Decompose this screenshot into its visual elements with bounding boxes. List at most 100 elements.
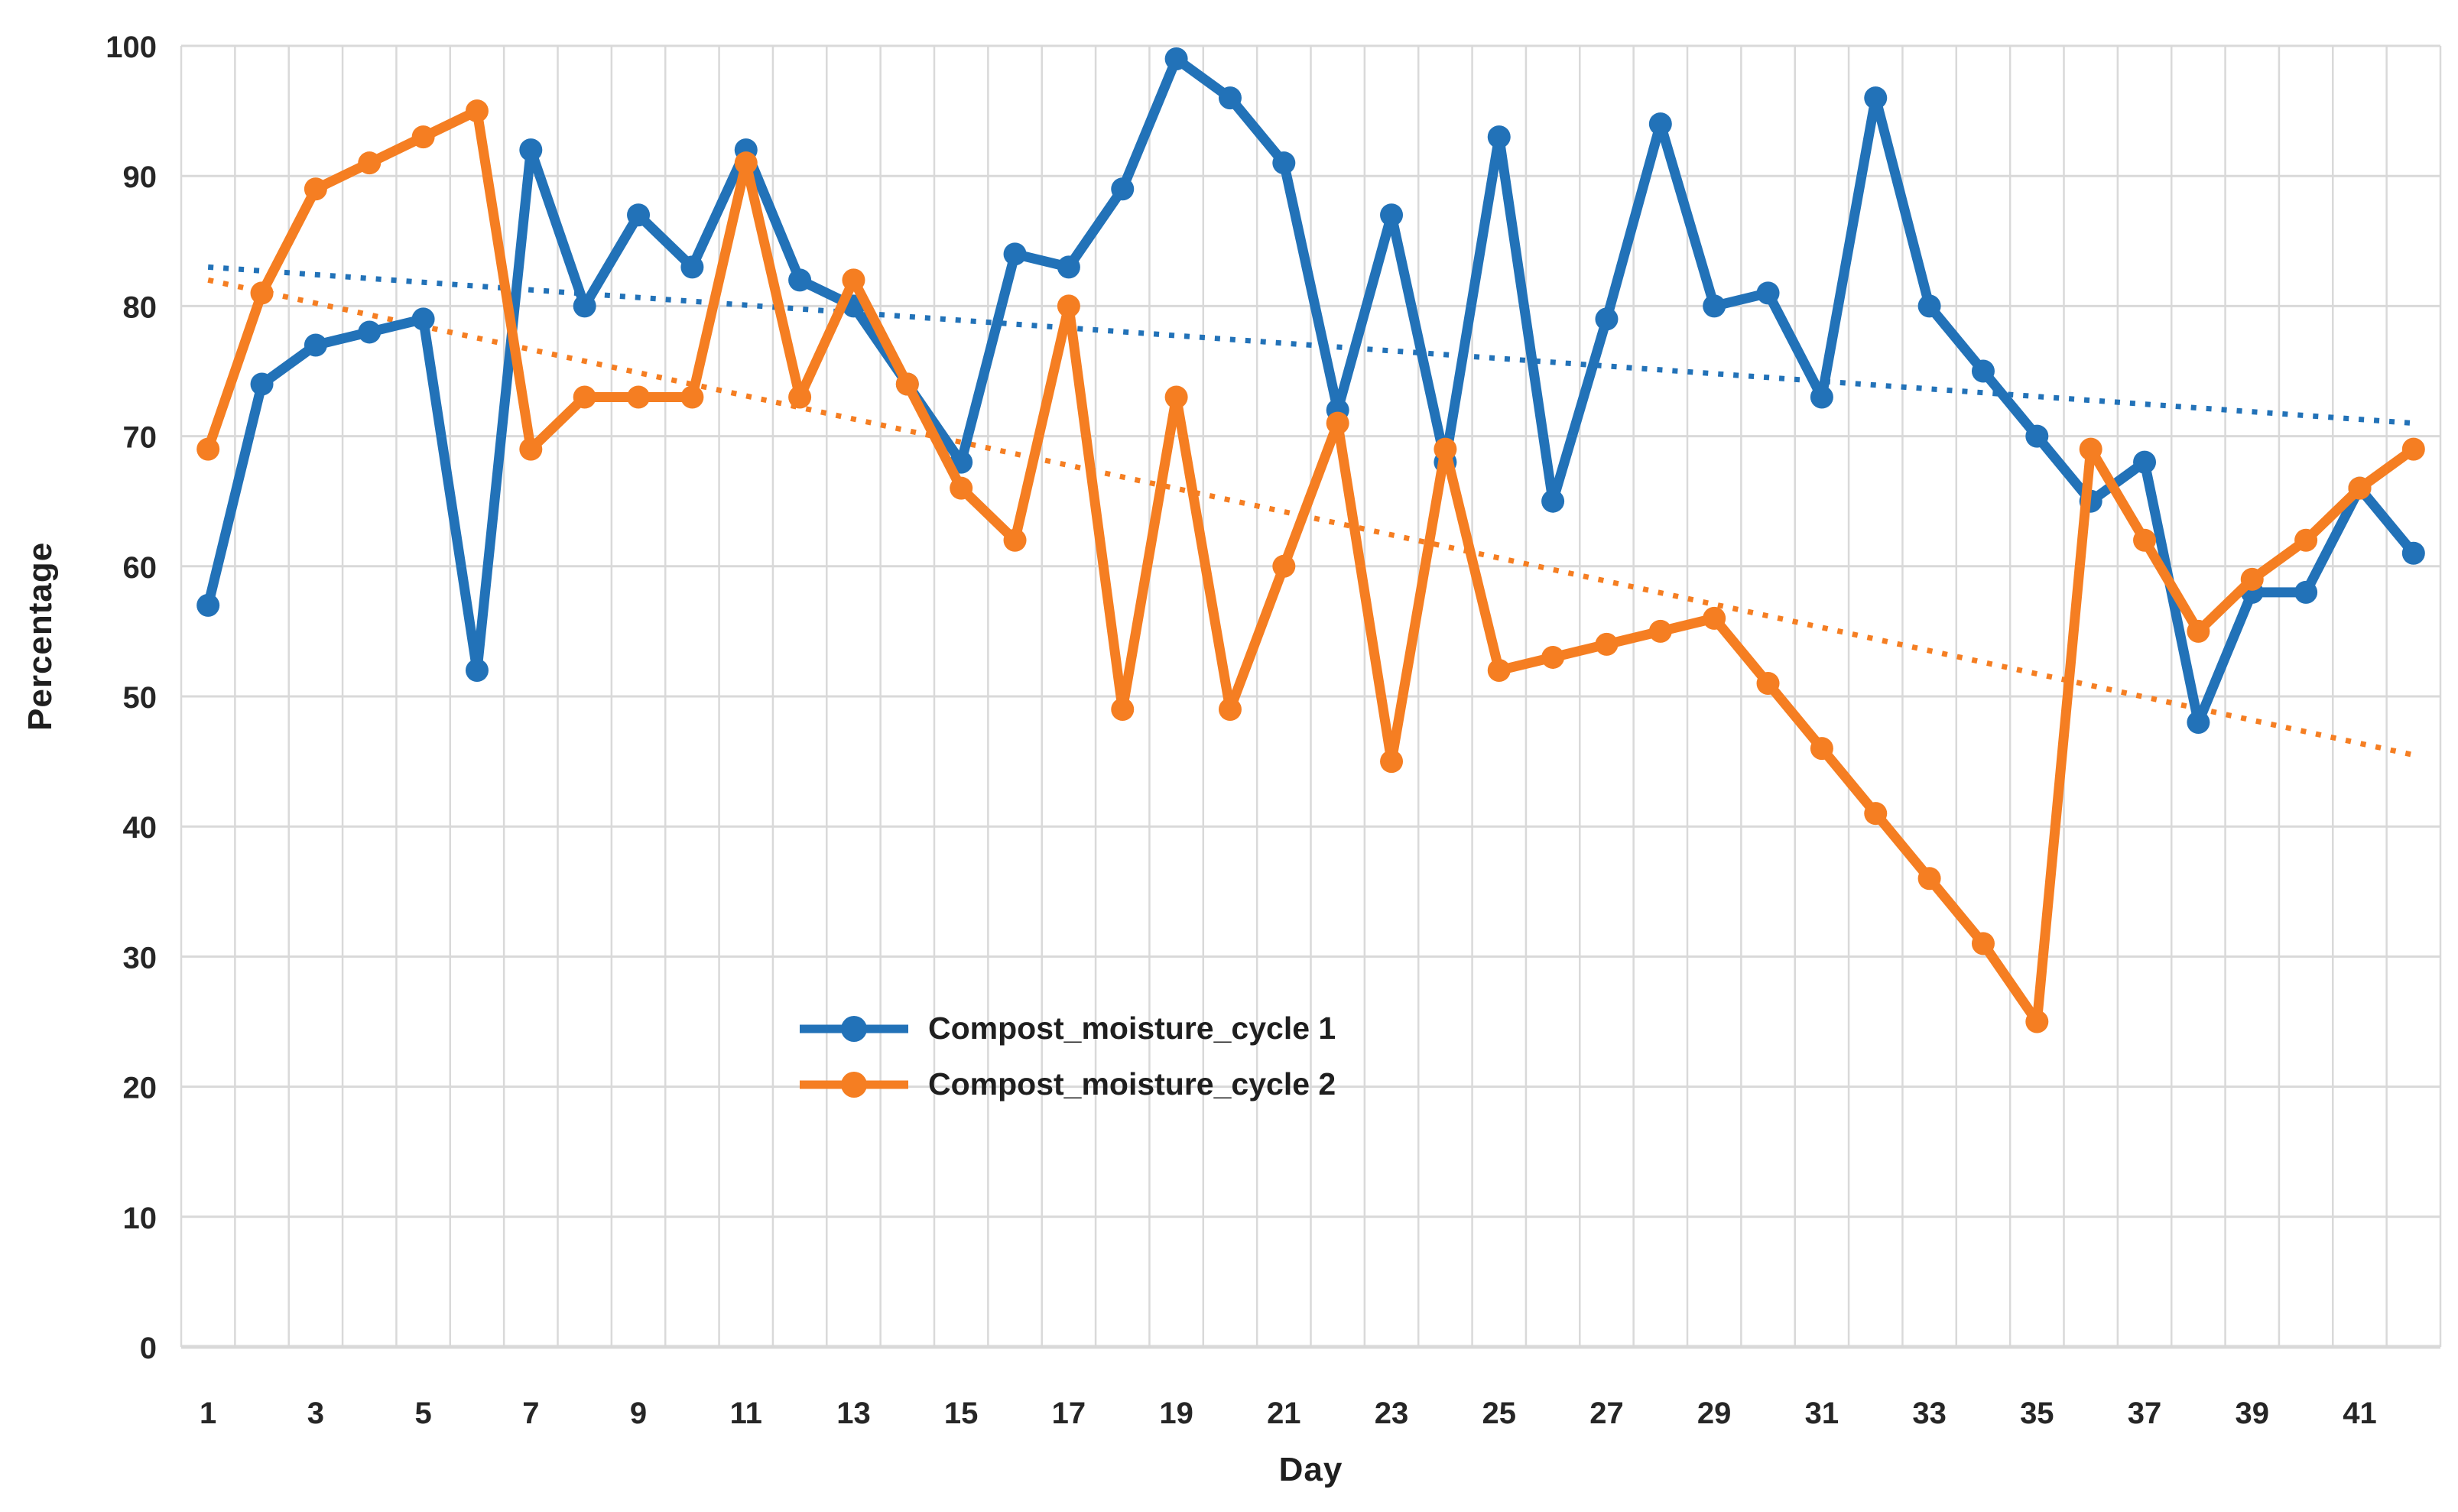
- legend-item-cycle-1: Compost_moisture_cycle 1: [797, 1011, 1336, 1046]
- data-point: [196, 437, 220, 461]
- x-tick-label: 13: [836, 1397, 871, 1430]
- x-tick-label: 21: [1267, 1397, 1301, 1430]
- data-point: [1003, 242, 1027, 266]
- data-point: [1541, 489, 1565, 513]
- data-point: [1326, 411, 1349, 435]
- y-tick-label: 90: [123, 161, 157, 194]
- y-tick-label: 80: [123, 290, 157, 324]
- legend-marker-cycle-1-icon: [800, 1015, 908, 1042]
- data-point: [1864, 802, 1888, 826]
- data-point: [788, 268, 812, 292]
- data-point: [2240, 567, 2264, 591]
- x-axis-title: Day: [1278, 1451, 1343, 1488]
- data-point: [950, 476, 973, 500]
- x-tick-label: 19: [1159, 1397, 1193, 1430]
- x-tick-label: 37: [2128, 1397, 2162, 1430]
- series-line: [203, 54, 2419, 728]
- data-point: [2401, 437, 2425, 461]
- data-point: [1756, 671, 1780, 695]
- data-point: [2348, 476, 2372, 500]
- data-point: [573, 385, 596, 409]
- data-point: [1003, 528, 1027, 552]
- x-tick-label: 7: [522, 1397, 539, 1430]
- data-point: [788, 385, 812, 409]
- data-point: [1703, 606, 1726, 630]
- x-tick-label: 27: [1589, 1397, 1624, 1430]
- data-point: [734, 151, 758, 175]
- x-tick-label: 5: [414, 1397, 431, 1430]
- data-point: [1111, 698, 1135, 722]
- data-point: [1272, 151, 1296, 175]
- y-axis-title: Percentage: [21, 541, 59, 731]
- data-point: [519, 437, 543, 461]
- data-point: [1057, 255, 1080, 279]
- x-tick-label: 25: [1482, 1397, 1517, 1430]
- y-tick-label: 50: [123, 681, 157, 715]
- data-point: [680, 255, 704, 279]
- x-tick-label: 17: [1052, 1397, 1086, 1430]
- x-tick-label: 11: [730, 1397, 762, 1430]
- data-point: [1218, 86, 1242, 110]
- x-tick-label: 29: [1697, 1397, 1732, 1430]
- y-tick-label: 10: [123, 1202, 157, 1235]
- series-lines: [196, 47, 2425, 1033]
- x-tick-label: 33: [1912, 1397, 1947, 1430]
- legend: Compost_moisture_cycle 1 Compost_moistur…: [797, 1011, 1336, 1102]
- data-point: [2133, 450, 2157, 474]
- data-point: [1864, 86, 1888, 110]
- legend-label-cycle-1: Compost_moisture_cycle 1: [928, 1011, 1336, 1046]
- x-tick-label: 23: [1375, 1397, 1409, 1430]
- data-point: [627, 385, 651, 409]
- series-line: [203, 105, 2419, 1027]
- y-tick-label: 0: [140, 1332, 157, 1365]
- data-point: [1487, 125, 1511, 149]
- data-point: [304, 177, 327, 201]
- y-tick-label: 20: [123, 1072, 157, 1105]
- data-point: [250, 372, 274, 396]
- data-point: [304, 333, 327, 357]
- gridlines: [180, 44, 2442, 1349]
- data-point: [411, 125, 435, 149]
- data-point: [1703, 294, 1726, 318]
- data-point: [2025, 1010, 2049, 1033]
- x-tick-label: 9: [630, 1397, 647, 1430]
- data-point: [1164, 385, 1188, 409]
- data-point: [2294, 528, 2318, 552]
- y-tick-label: 30: [123, 941, 157, 975]
- data-point: [1111, 177, 1135, 201]
- data-point: [1810, 385, 1833, 409]
- data-point: [358, 320, 382, 344]
- data-point: [358, 151, 382, 175]
- data-point: [519, 138, 543, 162]
- data-point: [1595, 307, 1619, 331]
- data-point: [895, 372, 919, 396]
- x-tick-label: 31: [1805, 1397, 1839, 1430]
- data-point: [1218, 698, 1242, 722]
- x-tick-label: 41: [2343, 1397, 2377, 1430]
- data-point: [1380, 750, 1404, 774]
- data-point: [842, 268, 865, 292]
- data-point: [1380, 203, 1404, 227]
- legend-item-cycle-2: Compost_moisture_cycle 2: [797, 1066, 1336, 1102]
- data-point: [1434, 437, 1457, 461]
- x-tick-label: 1: [200, 1397, 216, 1430]
- data-point: [627, 203, 651, 227]
- data-point: [2187, 619, 2210, 643]
- data-point: [411, 307, 435, 331]
- data-point: [680, 385, 704, 409]
- data-point: [2187, 711, 2210, 735]
- data-point: [1810, 737, 1833, 761]
- y-tick-label: 100: [106, 31, 157, 64]
- y-tick-label: 40: [123, 811, 157, 845]
- data-point: [1917, 867, 1941, 891]
- x-tick-label: 15: [944, 1397, 979, 1430]
- data-point: [1648, 112, 1672, 136]
- data-point: [465, 658, 489, 682]
- data-point: [2079, 437, 2102, 461]
- data-point: [1595, 632, 1619, 656]
- data-point: [1971, 932, 1995, 956]
- data-point: [1756, 281, 1780, 305]
